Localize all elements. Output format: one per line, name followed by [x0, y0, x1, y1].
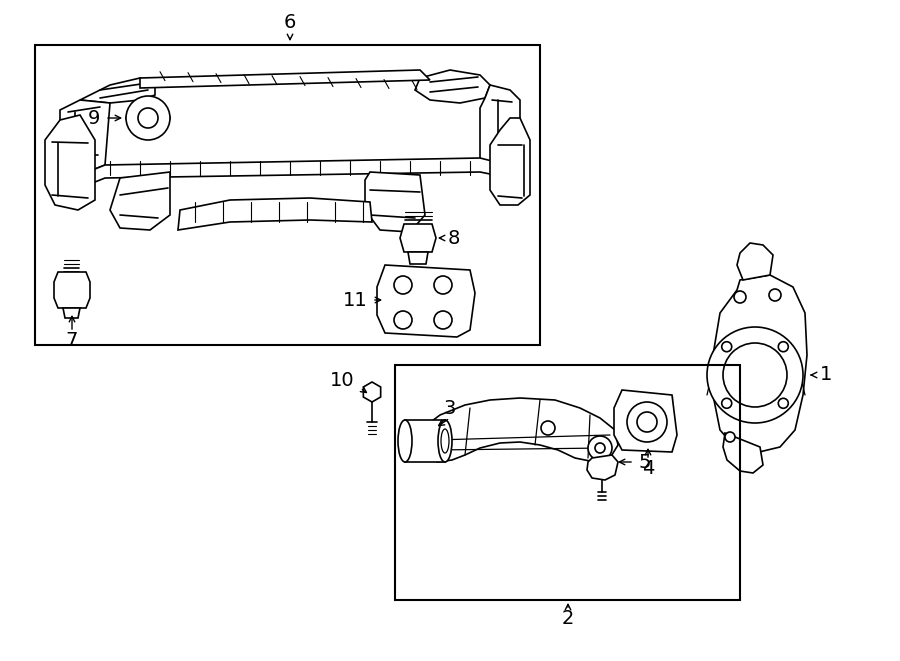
Polygon shape	[713, 275, 807, 453]
Text: 3: 3	[444, 399, 456, 418]
Polygon shape	[140, 70, 430, 88]
Polygon shape	[45, 115, 95, 210]
Polygon shape	[80, 158, 510, 188]
Text: 5: 5	[638, 453, 651, 471]
Circle shape	[434, 276, 452, 294]
Polygon shape	[737, 243, 773, 280]
Polygon shape	[418, 398, 618, 462]
Text: 4: 4	[642, 459, 654, 477]
Circle shape	[627, 402, 667, 442]
Polygon shape	[405, 420, 445, 462]
Circle shape	[723, 343, 787, 407]
Ellipse shape	[438, 420, 452, 462]
Circle shape	[394, 311, 412, 329]
Polygon shape	[178, 198, 372, 230]
Polygon shape	[365, 172, 425, 232]
Circle shape	[595, 443, 605, 453]
Polygon shape	[408, 252, 428, 264]
Polygon shape	[63, 308, 80, 318]
Polygon shape	[723, 433, 763, 473]
Circle shape	[541, 421, 555, 435]
Text: 9: 9	[87, 108, 100, 128]
Polygon shape	[614, 390, 677, 452]
Text: 6: 6	[284, 13, 296, 32]
Circle shape	[778, 342, 788, 352]
Text: 10: 10	[330, 371, 355, 389]
Bar	[395, 365, 740, 600]
Text: 1: 1	[820, 366, 832, 385]
Polygon shape	[364, 382, 381, 402]
Text: 7: 7	[66, 330, 78, 350]
Ellipse shape	[126, 111, 170, 125]
Ellipse shape	[441, 429, 449, 453]
Circle shape	[394, 276, 412, 294]
Circle shape	[722, 399, 732, 408]
Polygon shape	[490, 118, 530, 205]
Circle shape	[778, 399, 788, 408]
Polygon shape	[80, 78, 155, 103]
Circle shape	[126, 96, 170, 140]
Polygon shape	[377, 265, 475, 337]
Circle shape	[434, 311, 452, 329]
Polygon shape	[587, 455, 618, 480]
Text: 11: 11	[343, 290, 368, 309]
Ellipse shape	[398, 420, 412, 462]
Circle shape	[707, 327, 803, 423]
Polygon shape	[480, 85, 520, 168]
Circle shape	[769, 289, 781, 301]
Bar	[35, 45, 540, 345]
Polygon shape	[110, 172, 170, 230]
Text: 2: 2	[562, 609, 574, 627]
Polygon shape	[54, 272, 90, 308]
Polygon shape	[415, 70, 490, 103]
Circle shape	[138, 108, 158, 128]
Circle shape	[588, 436, 612, 460]
Polygon shape	[60, 100, 110, 175]
Text: 8: 8	[448, 229, 461, 247]
Circle shape	[722, 342, 732, 352]
Circle shape	[734, 291, 746, 303]
Circle shape	[725, 432, 735, 442]
Circle shape	[637, 412, 657, 432]
Polygon shape	[400, 224, 436, 252]
